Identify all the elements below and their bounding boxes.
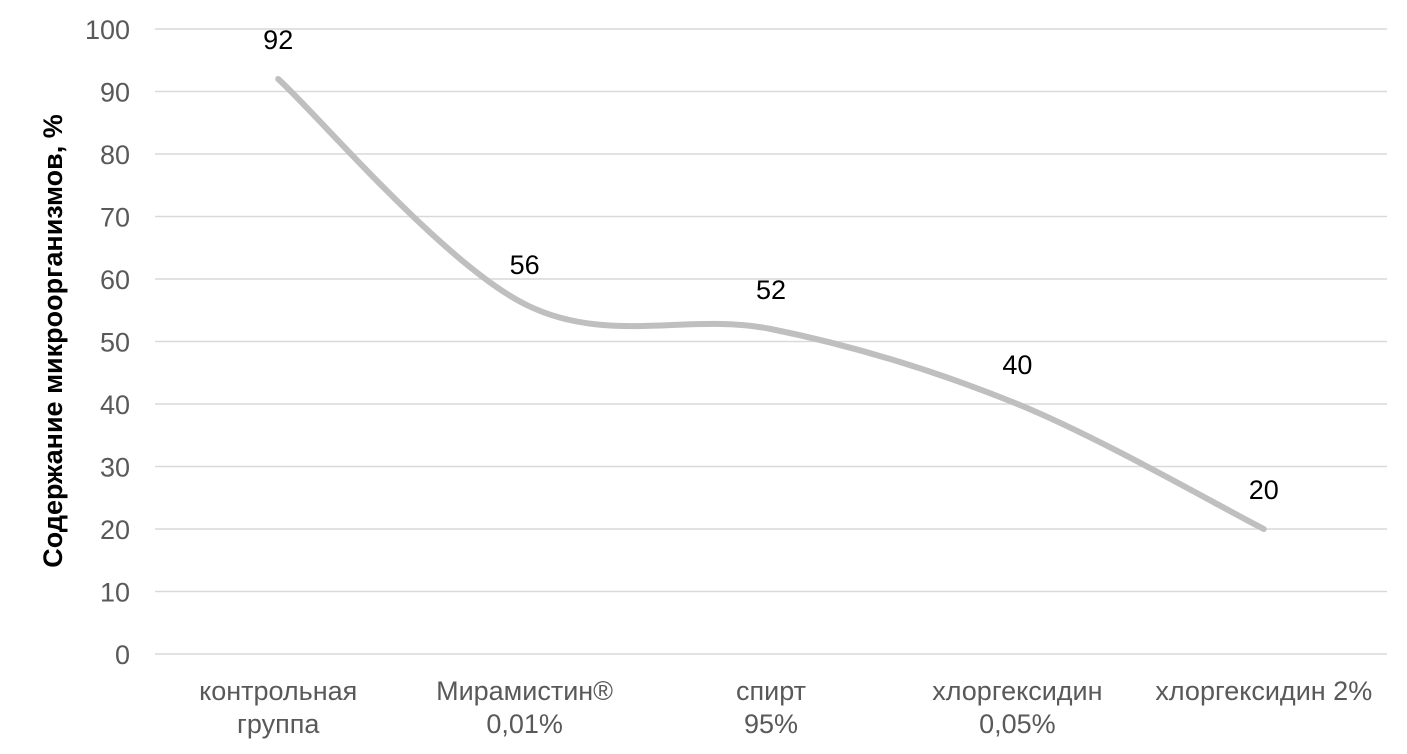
data-label: 40: [1002, 350, 1032, 380]
y-tick-label: 20: [100, 515, 130, 545]
x-category-label: Мирамистин® 0,01%: [436, 676, 613, 739]
x-category-label: контрольная группа: [199, 676, 357, 739]
x-category-label: спирт 95%: [736, 676, 806, 739]
x-category-label: хлоргексидин 2%: [1155, 676, 1372, 706]
y-tick-label: 60: [100, 265, 130, 295]
y-tick-label: 0: [115, 640, 130, 670]
y-tick-label: 70: [100, 203, 130, 233]
y-axis-title: Содержание микроорганизмов, %: [38, 114, 68, 568]
data-label: 92: [263, 25, 293, 55]
y-tick-label: 90: [100, 78, 130, 108]
gridlines: [155, 28, 1387, 655]
data-label: 20: [1249, 475, 1279, 505]
y-tick-label: 40: [100, 390, 130, 420]
y-tick-label: 80: [100, 140, 130, 170]
data-labels: 92 56 52 40 20: [263, 25, 1279, 505]
data-label: 52: [756, 275, 786, 305]
y-tick-label: 100: [85, 15, 130, 45]
y-tick-label: 10: [100, 578, 130, 608]
data-label: 56: [510, 250, 540, 280]
x-axis-category-labels: контрольная группа Мирамистин® 0,01% спирт 95…: [199, 676, 1372, 739]
y-tick-label: 50: [100, 328, 130, 358]
x-category-label: хлоргексидин 0,05%: [932, 676, 1102, 739]
y-axis-tick-labels: 0 10 20 30 40 50 60 70 80 90 100: [85, 15, 130, 670]
y-tick-label: 30: [100, 453, 130, 483]
series-line: [275, 76, 1267, 532]
series-layer: [275, 76, 1267, 532]
